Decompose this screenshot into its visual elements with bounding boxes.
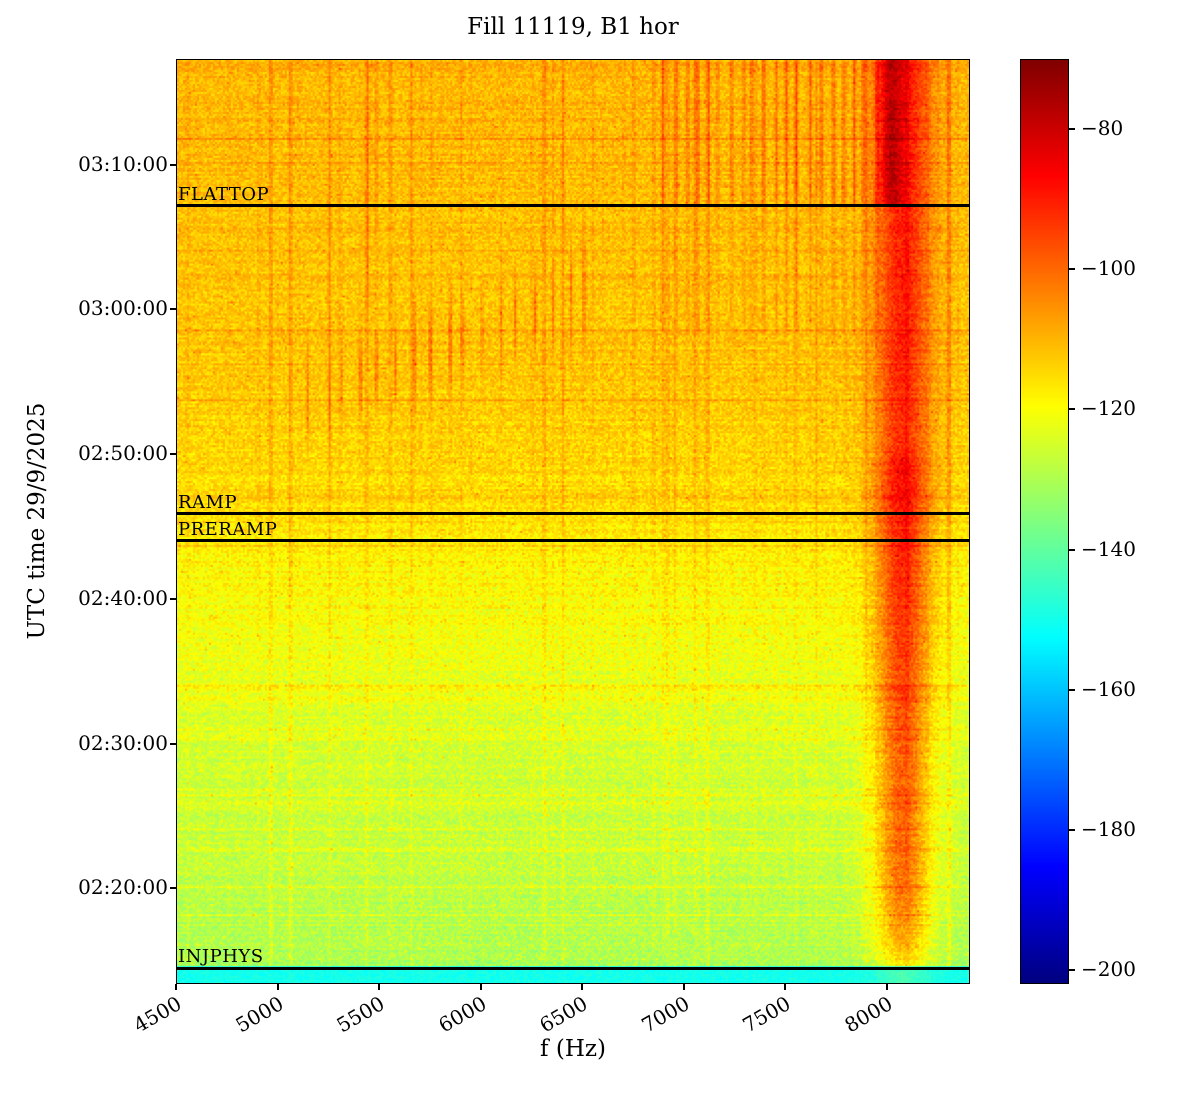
x-tick-mark bbox=[175, 984, 177, 990]
colorbar-tick-label: −140 bbox=[1081, 536, 1136, 561]
x-tick-mark bbox=[276, 984, 279, 990]
y-tick-mark bbox=[170, 742, 176, 745]
x-tick-mark bbox=[479, 984, 482, 990]
colorbar-tick-mark bbox=[1069, 548, 1075, 551]
plot-title: Fill 11119, B1 hor bbox=[467, 14, 679, 40]
colorbar bbox=[1020, 59, 1069, 984]
y-tick-label: 03:00:00 bbox=[78, 296, 168, 321]
annotation-label-flattop: FLATTOP bbox=[178, 183, 270, 205]
annotation-line-flattop bbox=[177, 204, 969, 208]
colorbar-tick-label: −120 bbox=[1081, 396, 1136, 421]
annotation-line-preramp bbox=[177, 539, 969, 543]
y-tick-label: 02:20:00 bbox=[78, 875, 168, 900]
annotation-label-preramp: PRERAMP bbox=[178, 518, 278, 540]
spectrogram-canvas bbox=[177, 60, 969, 983]
y-tick-mark bbox=[170, 308, 176, 311]
colorbar-tick-label: −180 bbox=[1081, 816, 1136, 841]
colorbar-tick-mark bbox=[1069, 828, 1075, 831]
colorbar-tick-label: −160 bbox=[1081, 676, 1136, 701]
colorbar-tick-mark bbox=[1069, 408, 1075, 411]
annotation-label-injphys: INJPHYS bbox=[178, 946, 264, 968]
y-tick-label: 02:30:00 bbox=[78, 730, 168, 755]
colorbar-tick-mark bbox=[1069, 688, 1075, 691]
colorbar-tick-mark bbox=[1069, 968, 1075, 971]
x-tick-mark bbox=[581, 984, 584, 990]
colorbar-tick-mark bbox=[1069, 268, 1075, 271]
colorbar-tick-label: −200 bbox=[1081, 956, 1136, 981]
colorbar-tick-mark bbox=[1069, 128, 1075, 131]
y-tick-mark bbox=[170, 597, 176, 600]
x-axis-label: f (Hz) bbox=[540, 1036, 606, 1062]
colorbar-canvas bbox=[1021, 60, 1068, 983]
annotation-label-ramp: RAMP bbox=[178, 491, 238, 513]
x-tick-mark bbox=[885, 984, 888, 990]
plot-area: FLATTOP RAMP PRERAMP INJPHYS bbox=[176, 59, 970, 984]
y-tick-mark bbox=[170, 887, 176, 890]
x-tick-label: 4500 bbox=[129, 991, 186, 1038]
y-tick-mark bbox=[170, 163, 176, 166]
y-tick-label: 03:10:00 bbox=[78, 151, 168, 176]
y-tick-label: 02:40:00 bbox=[78, 585, 168, 610]
y-tick-mark bbox=[170, 453, 176, 456]
x-tick-mark bbox=[378, 984, 381, 990]
x-tick-mark bbox=[784, 984, 787, 990]
annotation-line-ramp bbox=[177, 512, 969, 516]
colorbar-tick-label: −100 bbox=[1081, 256, 1136, 281]
x-tick-mark bbox=[682, 984, 685, 990]
colorbar-tick-label: −80 bbox=[1081, 116, 1124, 141]
annotation-line-injphys bbox=[177, 966, 969, 970]
y-tick-label: 02:50:00 bbox=[78, 441, 168, 466]
